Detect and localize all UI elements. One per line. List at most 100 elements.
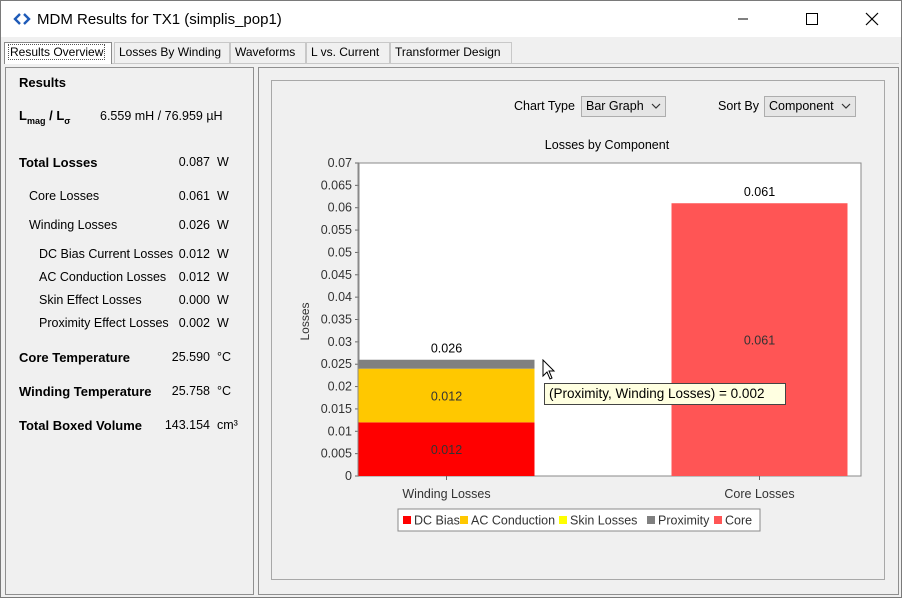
maximize-button[interactable]	[789, 1, 835, 37]
winding-temperature-value: 25.758	[171, 384, 210, 398]
tab-waveforms[interactable]: Waveforms	[230, 42, 306, 63]
maximize-icon	[806, 13, 818, 25]
skin-effect-label: Skin Effect Losses	[39, 293, 142, 307]
sort-by-value: Component	[769, 99, 834, 113]
tab-label: L vs. Current	[311, 45, 380, 59]
chart-type-select[interactable]: Bar Graph	[581, 96, 666, 117]
y-tick-label: 0.055	[321, 223, 352, 237]
y-tick-label: 0.05	[328, 245, 352, 259]
y-tick-label: 0.015	[321, 402, 352, 416]
bar-total-label: 0.061	[744, 185, 775, 199]
bar-segment-dc-bias	[358, 422, 535, 476]
legend-label: Skin Losses	[570, 514, 637, 528]
window-title: MDM Results for TX1 (simplis_pop1)	[37, 11, 282, 28]
y-tick-label: 0.065	[321, 178, 352, 192]
total-losses-label: Total Losses	[19, 155, 98, 170]
close-icon	[865, 12, 879, 26]
tab-losses-by-winding[interactable]: Losses By Winding	[114, 42, 230, 63]
tab-label: Waveforms	[235, 45, 296, 59]
winding-losses-unit: W	[217, 218, 229, 232]
legend-swatch	[559, 516, 567, 524]
legend-label: AC Conduction	[471, 514, 555, 528]
y-tick-label: 0.02	[328, 380, 352, 394]
minimize-button[interactable]	[720, 1, 766, 37]
y-tick-label: 0.07	[328, 156, 352, 170]
y-axis-title: Losses	[298, 302, 312, 340]
close-button[interactable]	[849, 1, 895, 37]
tab-l-vs-current[interactable]: L vs. Current	[306, 42, 390, 63]
ac-conduction-label: AC Conduction Losses	[39, 270, 167, 284]
results-panel	[5, 67, 254, 595]
chart-tooltip: (Proximity, Winding Losses) = 0.002	[544, 383, 786, 405]
sort-by-select[interactable]: Component	[764, 96, 856, 117]
bar-segment-ac-conduction	[358, 368, 535, 423]
y-tick-label: 0.04	[328, 290, 352, 304]
core-temperature-label: Core Temperature	[19, 350, 131, 365]
chart-title: Losses by Component	[545, 138, 670, 152]
core-losses-value: 0.061	[178, 189, 210, 203]
title-bar: MDM Results for TX1 (simplis_pop1)	[1, 1, 901, 37]
boxed-volume-unit: cm³	[217, 418, 238, 432]
core-losses-unit: W	[217, 189, 229, 203]
inductance-label: Lmag / Lσ	[19, 108, 71, 126]
bar-segment-label: 0.012	[431, 443, 462, 457]
inductance-subscript-1: mag	[26, 116, 46, 126]
bar-segment-core	[671, 203, 848, 476]
winding-temperature-unit: °C	[217, 384, 232, 398]
sort-by-label: Sort By	[718, 99, 759, 113]
legend-label: Proximity	[658, 514, 710, 528]
legend-swatch	[460, 516, 468, 524]
legend-swatch	[403, 516, 411, 524]
chart-type-value: Bar Graph	[586, 99, 644, 113]
inductance-value: 6.559 mH / 76.959 µH	[100, 109, 223, 123]
chevron-down-icon	[651, 103, 661, 109]
core-losses-label: Core Losses	[29, 189, 100, 203]
bar-segment-label: 0.012	[431, 390, 462, 404]
tab-label: Losses By Winding	[119, 45, 222, 59]
ac-conduction-unit: W	[217, 270, 229, 284]
minimize-icon	[738, 18, 748, 20]
winding-losses-value: 0.026	[178, 218, 210, 232]
core-temperature-value: 25.590	[171, 350, 210, 364]
chart-type-label: Chart Type	[514, 99, 575, 113]
dc-bias-label: DC Bias Current Losses	[39, 247, 174, 261]
y-tick-label: 0.03	[328, 335, 352, 349]
chevron-down-icon	[841, 103, 851, 109]
losses-chart: Losses by Component 0 0.005 0.01 0.015 0.02 0.…	[298, 138, 862, 532]
legend-box	[397, 508, 761, 532]
y-tick-label: 0.045	[321, 268, 352, 282]
dc-bias-value: 0.012	[178, 247, 210, 261]
tab-strip-line	[4, 63, 899, 64]
dc-bias-unit: W	[217, 247, 229, 261]
legend-label: DC Bias	[414, 514, 460, 528]
skin-effect-value: 0.000	[178, 293, 210, 307]
y-tick-label: 0.025	[321, 357, 352, 371]
x-tick-label: Core Losses	[724, 487, 794, 501]
y-tick-label: 0.005	[321, 447, 352, 461]
winding-temperature-label: Winding Temperature	[19, 384, 152, 399]
tab-transformer-design[interactable]: Transformer Design	[390, 42, 512, 63]
x-tick-label: Winding Losses	[402, 487, 490, 501]
proximity-effect-label: Proximity Effect Losses	[39, 316, 169, 330]
bar-segment-label: 0.061	[744, 334, 775, 348]
winding-losses-label: Winding Losses	[29, 218, 118, 232]
boxed-volume-label: Total Boxed Volume	[19, 418, 143, 433]
bar-total-label: 0.026	[431, 342, 462, 356]
tab-label: Results Overview	[7, 44, 106, 60]
core-temperature-unit: °C	[217, 350, 232, 364]
skin-effect-unit: W	[217, 293, 229, 307]
total-losses-value: 0.087	[178, 155, 210, 169]
tab-label: Transformer Design	[395, 45, 501, 59]
y-tick-label: 0.035	[321, 313, 352, 327]
inductance-subscript-2: σ	[64, 116, 71, 126]
tab-results-overview[interactable]: Results Overview	[4, 42, 112, 64]
legend-swatch	[647, 516, 655, 524]
inductance-symbol-2: L	[56, 108, 65, 123]
legend-swatch	[714, 516, 722, 524]
boxed-volume-value: 143.154	[164, 418, 210, 432]
proximity-effect-unit: W	[217, 316, 229, 330]
ac-conduction-value: 0.012	[178, 270, 210, 284]
results-heading: Results	[19, 75, 66, 90]
legend-label: Core	[725, 514, 752, 528]
